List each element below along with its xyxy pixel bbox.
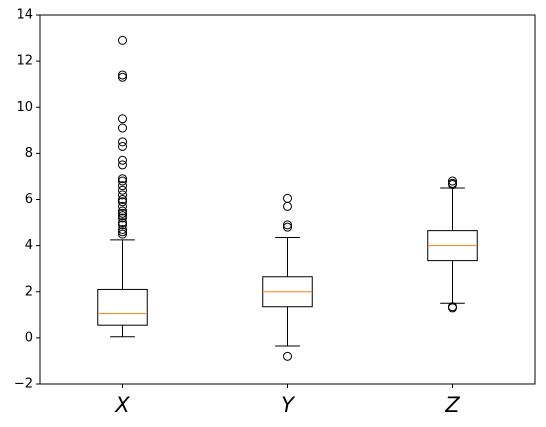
flier: [118, 227, 127, 237]
flier: [118, 218, 127, 228]
flier: [118, 206, 127, 216]
x-tick-label: X: [114, 393, 130, 417]
x-tick-label: Z: [444, 393, 460, 417]
flier: [283, 201, 292, 211]
flier: [118, 211, 127, 221]
flier: [283, 193, 292, 203]
flier: [283, 220, 292, 230]
flier: [118, 224, 127, 234]
flier: [118, 70, 127, 80]
flier: [448, 180, 457, 190]
flier: [118, 176, 127, 186]
flier: [118, 220, 127, 230]
box: [97, 288, 148, 326]
y-tick-label: 4: [25, 238, 33, 253]
flier: [283, 351, 292, 361]
flier: [448, 176, 457, 186]
flier: [118, 35, 127, 45]
y-tick-label: 14: [16, 8, 33, 23]
flier: [118, 190, 127, 200]
y-tick-label: 2: [25, 284, 33, 299]
y-tick-label: −2: [14, 377, 33, 392]
flier: [118, 72, 127, 82]
flier: [118, 141, 127, 151]
x-tick-label: Y: [281, 393, 296, 417]
flier: [118, 137, 127, 147]
flier: [118, 195, 127, 204]
flier: [118, 229, 127, 239]
flier: [118, 114, 127, 124]
flier: [118, 155, 127, 165]
flier: [283, 222, 292, 232]
y-tick-label: 10: [16, 100, 33, 115]
flier: [448, 303, 457, 313]
flier: [118, 197, 127, 207]
flier: [118, 174, 127, 184]
flier: [118, 123, 127, 133]
flier: [118, 160, 127, 170]
flier: [118, 201, 127, 211]
flier: [118, 185, 127, 195]
y-tick-label: 12: [16, 54, 33, 69]
flier: [118, 181, 127, 191]
y-tick-label: 6: [25, 192, 33, 207]
y-tick-label: 0: [25, 330, 33, 345]
y-tick-label: 8: [25, 146, 33, 161]
flier: [118, 213, 127, 223]
flier: [118, 208, 127, 218]
